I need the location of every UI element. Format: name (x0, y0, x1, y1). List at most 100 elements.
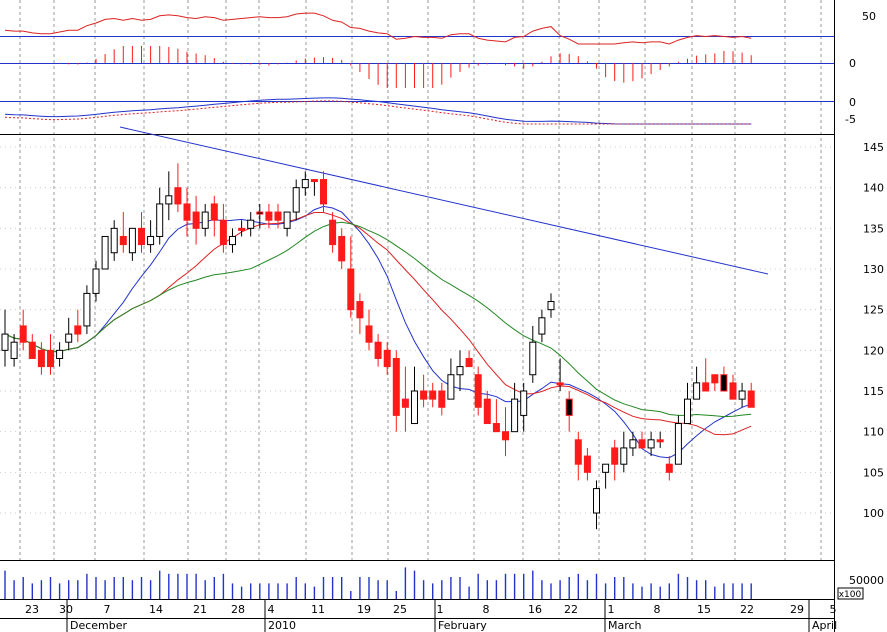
candle-body (529, 341, 537, 376)
candle-body (210, 203, 218, 221)
volume-multiplier-box (837, 587, 864, 600)
candle-body (238, 227, 246, 231)
candle-body (456, 366, 464, 376)
price-tick-label: 100 (863, 507, 884, 520)
candle-body (37, 349, 45, 368)
day-label: 30 (59, 603, 73, 616)
candle-body (283, 211, 291, 229)
candle-body (483, 398, 491, 425)
day-label: 1 (608, 603, 615, 616)
candle-body (411, 390, 418, 425)
price-tick-label: 140 (863, 182, 884, 195)
price-tick-label: 145 (863, 141, 884, 154)
day-label: 1 (437, 603, 444, 616)
day-label: 5 (830, 603, 837, 616)
histogram-panel (0, 46, 834, 88)
trendline (119, 126, 769, 275)
candle-body (310, 179, 318, 183)
candle-body (128, 227, 136, 254)
candle-body (165, 195, 173, 205)
candle-body (28, 341, 36, 359)
day-label: 21 (193, 603, 207, 616)
day-label: 8 (654, 603, 661, 616)
price-tick-label: 120 (863, 344, 884, 357)
day-label: 22 (740, 603, 754, 616)
candle-body (329, 219, 337, 246)
candle-body (447, 374, 455, 400)
candle-body (65, 333, 73, 343)
day-label: 19 (357, 603, 371, 616)
day-label: 14 (149, 603, 163, 616)
day-label: 29 (790, 603, 804, 616)
candle-body (720, 374, 728, 392)
price-axis: 100 105 110 115 120 125 130 135 140 145 (863, 141, 884, 520)
day-label: 8 (483, 603, 490, 616)
candle-body (738, 390, 746, 400)
candle-body (229, 235, 236, 246)
candle-body (502, 431, 509, 441)
day-label: 4 (268, 603, 275, 616)
volume-multiplier: x100 (839, 590, 862, 600)
candle-body (693, 382, 701, 400)
moving-averages (4, 205, 752, 459)
candle-body (565, 398, 573, 416)
day-label: 28 (231, 603, 245, 616)
candle-body (101, 235, 109, 270)
candle-body (620, 447, 628, 465)
candle-body (638, 439, 646, 449)
candle-body (56, 349, 64, 359)
candle-body (292, 187, 300, 213)
price-tick-label: 110 (863, 426, 884, 439)
day-label: 16 (528, 603, 542, 616)
candle-body (665, 463, 673, 473)
candle-body (338, 235, 346, 262)
candle-body (647, 439, 655, 449)
candle-body (492, 423, 500, 433)
month-label: 2010 (268, 619, 296, 632)
candle-body (547, 301, 555, 311)
macd-signal-line (4, 100, 752, 125)
osc-line (4, 12, 752, 45)
candle-body (119, 235, 127, 246)
osc-tick-50: 50 (862, 10, 876, 23)
day-label: 22 (564, 603, 578, 616)
candle-body (74, 325, 82, 335)
candle-body (684, 398, 691, 425)
panel-borders (0, 0, 835, 632)
price-tick-label: 125 (863, 304, 884, 317)
day-label: 25 (393, 603, 407, 616)
candle-body (156, 203, 164, 237)
candle-body (474, 374, 482, 408)
volume-bars (4, 567, 752, 599)
month-label: March (608, 619, 642, 632)
ma-short-line (4, 205, 752, 459)
candle-body (19, 325, 27, 343)
candle-body (629, 439, 637, 449)
price-tick-label: 135 (863, 222, 884, 235)
price-tick-label: 115 (863, 385, 884, 398)
candle-body (511, 398, 519, 433)
candle-body (174, 187, 182, 205)
candle-body (347, 268, 355, 311)
price-tick-label: 130 (863, 263, 884, 276)
candle-body (138, 227, 145, 246)
ma-long-line (4, 221, 752, 418)
macd-tick-0: 0 (849, 96, 856, 109)
candle-body (83, 292, 91, 327)
volume-tick: 50000 (849, 574, 884, 587)
candle-body (192, 211, 200, 229)
month-axis: December 2010 February March April (66, 600, 837, 632)
candle-body (401, 398, 409, 408)
candle-body (10, 341, 18, 359)
candle-body (365, 325, 373, 343)
candle-body (247, 219, 255, 229)
candle-body (256, 211, 264, 215)
candle-body (556, 382, 564, 386)
day-label: 11 (311, 603, 325, 616)
price-tick-label: 105 (863, 466, 884, 479)
month-label: December (70, 619, 128, 632)
candle-body (438, 390, 446, 408)
candle-body (520, 390, 528, 416)
